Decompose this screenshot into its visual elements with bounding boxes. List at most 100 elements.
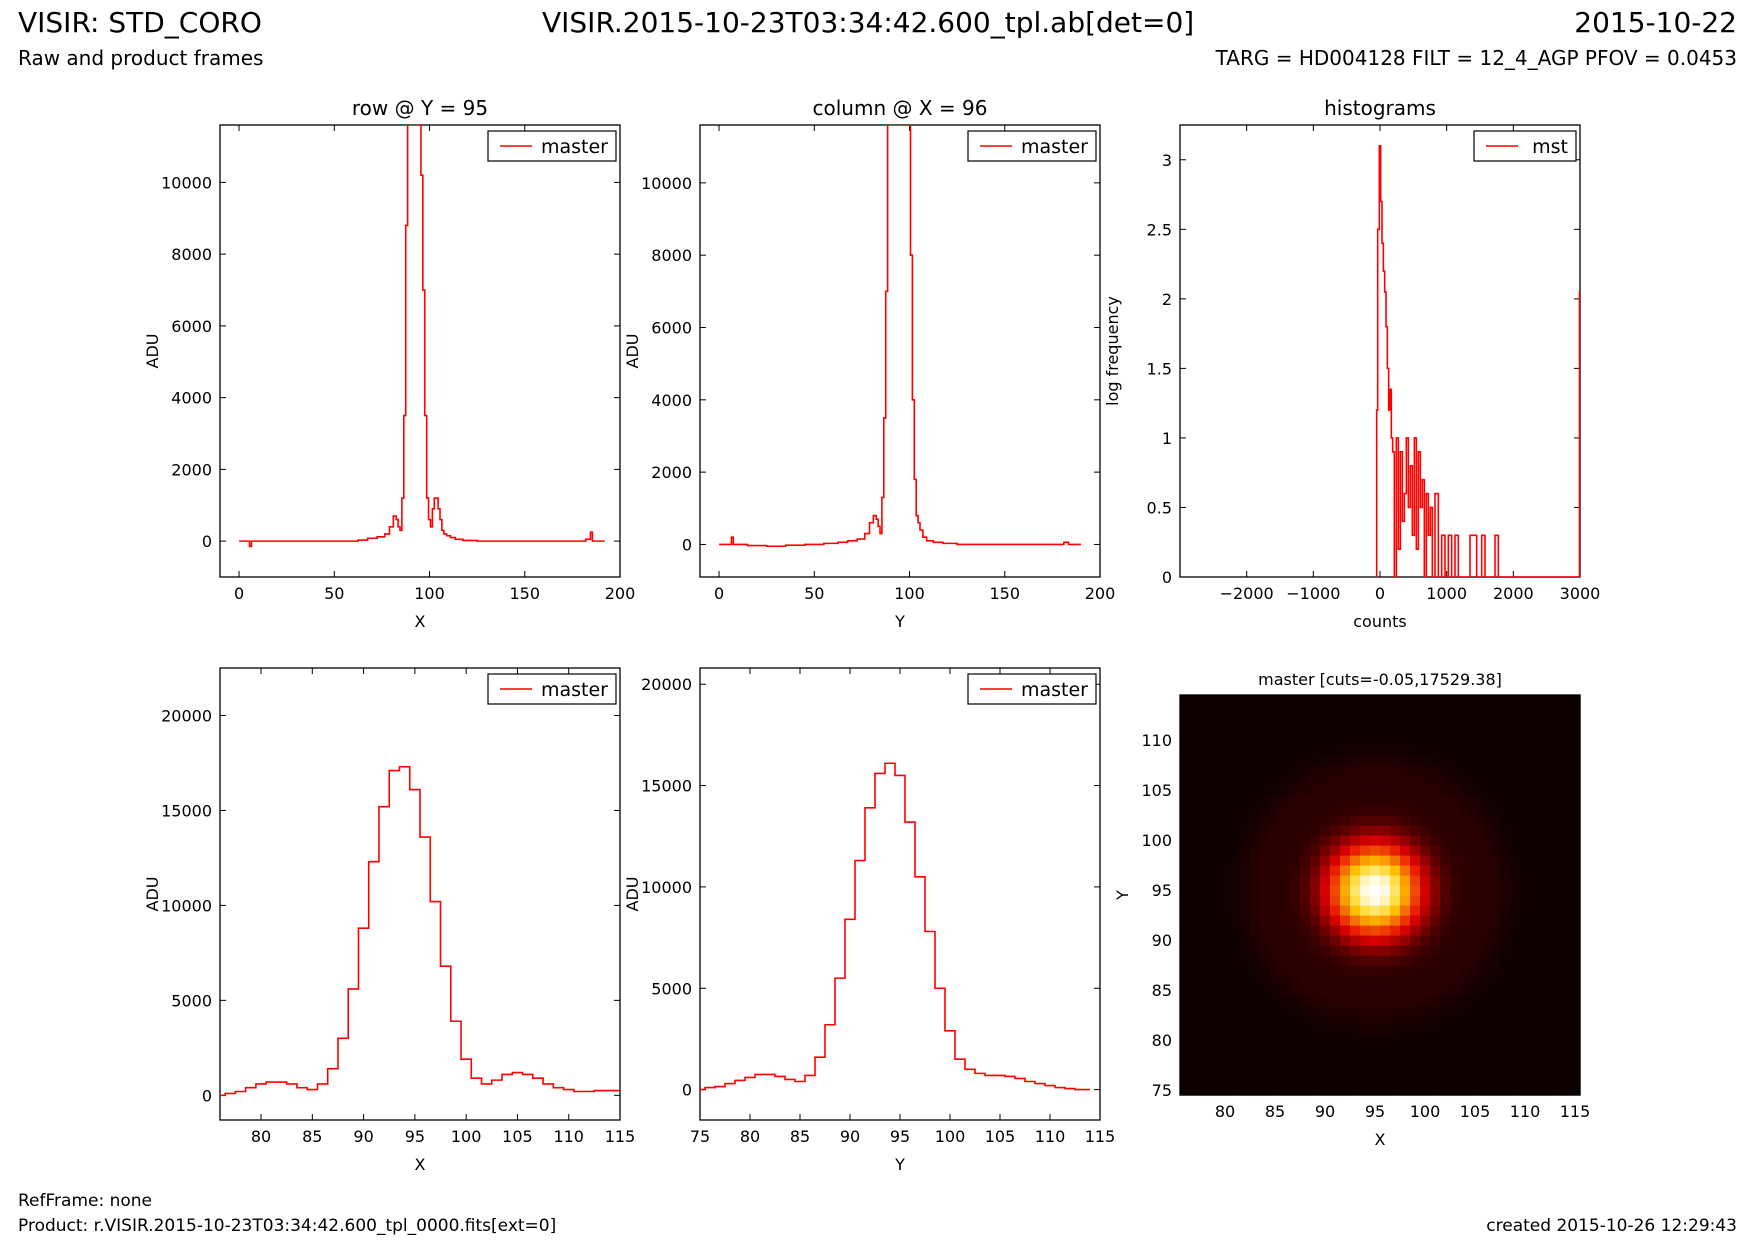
heatmap-cell (1420, 885, 1431, 896)
heatmap-cell (1290, 715, 1301, 726)
heatmap-cell (1360, 745, 1371, 756)
heatmap-cell (1270, 885, 1281, 896)
heatmap-cell (1300, 835, 1311, 846)
heatmap-cell (1420, 1055, 1431, 1066)
heatmap-cell (1410, 1055, 1421, 1066)
heatmap-cell (1530, 825, 1541, 836)
heatmap-cell (1450, 905, 1461, 916)
heatmap-cell (1260, 725, 1271, 736)
heatmap-cell (1210, 1045, 1221, 1056)
heatmap-cell (1500, 965, 1511, 976)
heatmap-cell (1200, 925, 1211, 936)
x-tick-label: 100 (935, 1127, 966, 1146)
heatmap-cell (1230, 745, 1241, 756)
heatmap-cell (1380, 955, 1391, 966)
heatmap-cell (1520, 1075, 1531, 1086)
heatmap-cell (1250, 1005, 1261, 1016)
heatmap-cell (1200, 995, 1211, 1006)
heatmap-cell (1510, 995, 1521, 1006)
heatmap-cell (1300, 985, 1311, 996)
heatmap-cell (1370, 945, 1381, 956)
heatmap-cell (1570, 1005, 1581, 1016)
heatmap-cell (1480, 785, 1491, 796)
heatmap-cell (1540, 1075, 1551, 1086)
heatmap-cell (1400, 805, 1411, 816)
heatmap-cell (1210, 905, 1221, 916)
heatmap-cell (1540, 815, 1551, 826)
heatmap-cell (1320, 1035, 1331, 1046)
heatmap-cell (1370, 865, 1381, 876)
refframe-label: RefFrame: none (18, 1191, 152, 1211)
heatmap-cell (1370, 975, 1381, 986)
heatmap-cell (1300, 905, 1311, 916)
heatmap-cell (1340, 865, 1351, 876)
heatmap-cell (1310, 755, 1321, 766)
heatmap-cell (1550, 775, 1561, 786)
heatmap-cell (1460, 975, 1471, 986)
heatmap-cell (1530, 995, 1541, 1006)
heatmap-cell (1390, 805, 1401, 816)
heatmap-cell (1280, 795, 1291, 806)
heatmap-cell (1240, 1065, 1251, 1076)
heatmap-cell (1380, 715, 1391, 726)
heatmap-cell (1510, 1085, 1521, 1096)
chart-title: histograms (1324, 96, 1436, 120)
heatmap-cell (1380, 905, 1391, 916)
heatmap-cell (1430, 835, 1441, 846)
heatmap-cell (1390, 1045, 1401, 1056)
heatmap-cell (1550, 765, 1561, 776)
heatmap-cell (1270, 805, 1281, 816)
heatmap-cell (1270, 755, 1281, 766)
heatmap-cell (1460, 885, 1471, 896)
heatmap-cell (1380, 845, 1391, 856)
heatmap-cell (1470, 755, 1481, 766)
heatmap-cell (1390, 785, 1401, 796)
heatmap-cell (1550, 735, 1561, 746)
heatmap-cell (1450, 885, 1461, 896)
heatmap-cell (1570, 905, 1581, 916)
heatmap-cell (1290, 915, 1301, 926)
heatmap-cell (1250, 695, 1261, 706)
heatmap-cell (1210, 885, 1221, 896)
heatmap-cell (1420, 1045, 1431, 1056)
heatmap-cell (1260, 925, 1271, 936)
heatmap-cell (1190, 955, 1201, 966)
heatmap-cell (1360, 915, 1371, 926)
heatmap-cell (1510, 985, 1521, 996)
heatmap-cell (1530, 1065, 1541, 1076)
heatmap-cell (1470, 1065, 1481, 1076)
heatmap-cell (1440, 785, 1451, 796)
heatmap-cell (1420, 705, 1431, 716)
heatmap-cell (1440, 895, 1451, 906)
heatmap-cell (1210, 945, 1221, 956)
heatmap-cell (1190, 975, 1201, 986)
heatmap-cell (1270, 1015, 1281, 1026)
x-tick-label: 115 (605, 1127, 636, 1146)
heatmap-cell (1390, 755, 1401, 766)
heatmap-cell (1180, 695, 1191, 706)
heatmap-cell (1460, 965, 1471, 976)
heatmap-cell (1430, 1025, 1441, 1036)
heatmap-cell (1450, 805, 1461, 816)
heatmap-cell (1540, 965, 1551, 976)
heatmap-cell (1430, 805, 1441, 816)
heatmap-cell (1360, 1045, 1371, 1056)
heatmap-cell (1410, 745, 1421, 756)
heatmap-cell (1450, 835, 1461, 846)
heatmap-cell (1410, 965, 1421, 976)
heatmap-cell (1400, 855, 1411, 866)
heatmap-cell (1450, 915, 1461, 926)
heatmap-cell (1440, 1025, 1451, 1036)
heatmap-cell (1250, 755, 1261, 766)
heatmap-cell (1180, 905, 1191, 916)
heatmap-cell (1340, 955, 1351, 966)
heatmap-cell (1350, 1035, 1361, 1046)
heatmap-cell (1290, 895, 1301, 906)
heatmap-cell (1420, 935, 1431, 946)
heatmap-cell (1290, 925, 1301, 936)
heatmap-cell (1420, 785, 1431, 796)
heatmap-cell (1350, 935, 1361, 946)
heatmap-cell (1510, 915, 1521, 926)
heatmap-cell (1570, 755, 1581, 766)
heatmap-cell (1410, 1015, 1421, 1026)
